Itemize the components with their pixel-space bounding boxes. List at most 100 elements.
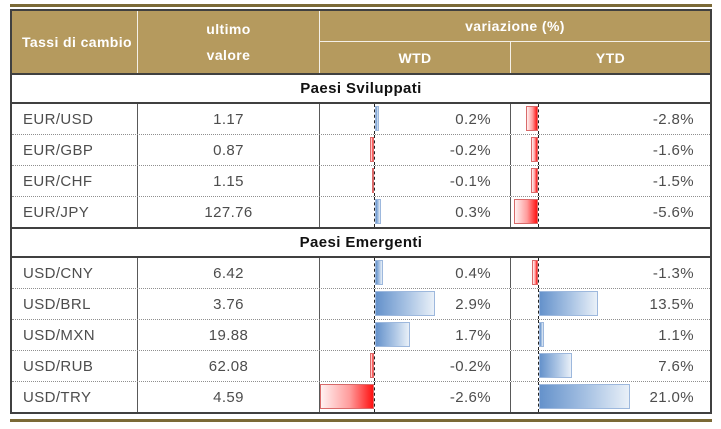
header-cell-variazione-group: variazione (%) WTD YTD	[320, 11, 710, 73]
ytd-percent-label: 13.5%	[649, 295, 694, 313]
wtd-bar-cell: -0.2%	[320, 135, 511, 165]
wtd-percent-label: 0.2%	[455, 110, 491, 128]
ytd-data-bar	[539, 322, 544, 347]
ytd-bar-cell: -1.3%	[511, 258, 710, 288]
wtd-percent-label: -2.6%	[449, 388, 491, 406]
wtd-data-bar	[370, 137, 374, 162]
zero-axis-line	[538, 351, 539, 381]
table-title: Tassi di cambio	[22, 34, 132, 50]
currency-pair-cell: EUR/GBP	[12, 135, 138, 165]
last-value-cell: 3.76	[138, 289, 320, 319]
wtd-percent-label: 2.9%	[455, 295, 491, 313]
ytd-percent-label: 1.1%	[658, 326, 694, 344]
wtd-data-bar	[375, 199, 381, 224]
section-header: Paesi Emergenti	[12, 227, 710, 258]
table-body: Paesi Sviluppati EUR/USD 1.17 0.2% -2.8% EUR/…	[12, 73, 710, 412]
ytd-label: YTD	[595, 49, 626, 66]
last-value-cell: 0.87	[138, 135, 320, 165]
zero-axis-line	[374, 258, 375, 288]
table-row: EUR/CHF 1.15 -0.1% -1.5%	[12, 166, 710, 197]
ytd-percent-label: 7.6%	[658, 357, 694, 375]
wtd-data-bar	[372, 168, 374, 193]
wtd-bar-cell: 1.7%	[320, 320, 511, 350]
section-header: Paesi Sviluppati	[12, 73, 710, 104]
ytd-data-bar	[526, 106, 538, 131]
zero-axis-line	[538, 320, 539, 350]
currency-pair-cell: EUR/USD	[12, 104, 138, 134]
top-gold-stripe	[10, 4, 712, 7]
zero-axis-line	[538, 289, 539, 319]
ytd-bar-cell: 21.0%	[511, 382, 710, 412]
last-value-cell: 6.42	[138, 258, 320, 288]
wtd-label: WTD	[398, 49, 432, 66]
ultimo-label: ultimo	[206, 21, 251, 37]
currency-pair-cell: USD/RUB	[12, 351, 138, 381]
header-cell-ytd: YTD	[511, 42, 710, 73]
header-subrow: WTD YTD	[320, 42, 710, 73]
last-value-cell: 19.88	[138, 320, 320, 350]
header-cell-tassi: Tassi di cambio	[12, 11, 138, 73]
zero-axis-line	[374, 351, 375, 381]
wtd-percent-label: -0.2%	[449, 141, 491, 159]
wtd-data-bar	[375, 260, 383, 285]
currency-pair-cell: EUR/JPY	[12, 197, 138, 227]
zero-axis-line	[374, 166, 375, 196]
currency-pair-cell: USD/BRL	[12, 289, 138, 319]
wtd-bar-cell: -0.2%	[320, 351, 511, 381]
header-cell-wtd: WTD	[320, 42, 511, 73]
ytd-data-bar	[531, 168, 538, 193]
valore-label: valore	[206, 47, 251, 63]
ytd-data-bar	[539, 291, 598, 316]
ytd-bar-cell: 7.6%	[511, 351, 710, 381]
zero-axis-line	[374, 320, 375, 350]
wtd-percent-label: 1.7%	[455, 326, 491, 344]
zero-axis-line	[374, 104, 375, 134]
wtd-bar-cell: 2.9%	[320, 289, 511, 319]
header-cell-variazione: variazione (%)	[320, 11, 710, 42]
wtd-data-bar	[375, 322, 410, 347]
ytd-bar-cell: 1.1%	[511, 320, 710, 350]
wtd-percent-label: -0.1%	[449, 172, 491, 190]
ytd-bar-cell: -2.8%	[511, 104, 710, 134]
zero-axis-line	[374, 289, 375, 319]
wtd-percent-label: -0.2%	[449, 357, 491, 375]
ytd-bar-cell: -1.6%	[511, 135, 710, 165]
table-row: EUR/JPY 127.76 0.3% -5.6%	[12, 197, 710, 227]
currency-pair-cell: USD/CNY	[12, 258, 138, 288]
wtd-bar-cell: 0.3%	[320, 197, 511, 227]
wtd-percent-label: 0.3%	[455, 203, 491, 221]
ytd-data-bar	[539, 353, 572, 378]
wtd-data-bar	[320, 384, 374, 409]
wtd-data-bar	[375, 106, 379, 131]
ytd-bar-cell: 13.5%	[511, 289, 710, 319]
table-row: USD/BRL 3.76 2.9% 13.5%	[12, 289, 710, 320]
last-value-cell: 62.08	[138, 351, 320, 381]
wtd-bar-cell: -2.6%	[320, 382, 511, 412]
wtd-bar-cell: 0.4%	[320, 258, 511, 288]
wtd-bar-cell: -0.1%	[320, 166, 511, 196]
currency-pair-cell: EUR/CHF	[12, 166, 138, 196]
table-row: USD/TRY 4.59 -2.6% 21.0%	[12, 382, 710, 412]
ytd-percent-label: -1.6%	[652, 141, 694, 159]
ytd-percent-label: -1.3%	[652, 264, 694, 282]
zero-axis-line	[374, 135, 375, 165]
table-row: USD/MXN 19.88 1.7% 1.1%	[12, 320, 710, 351]
last-value-cell: 1.15	[138, 166, 320, 196]
last-value-cell: 127.76	[138, 197, 320, 227]
ytd-data-bar	[514, 199, 538, 224]
wtd-bar-cell: 0.2%	[320, 104, 511, 134]
zero-axis-line	[538, 135, 539, 165]
table-row: USD/CNY 6.42 0.4% -1.3%	[12, 258, 710, 289]
wtd-data-bar	[370, 353, 374, 378]
currency-pair-cell: USD/MXN	[12, 320, 138, 350]
wtd-percent-label: 0.4%	[455, 264, 491, 282]
zero-axis-line	[374, 197, 375, 227]
ytd-data-bar	[531, 137, 538, 162]
ytd-percent-label: -2.8%	[652, 110, 694, 128]
table-row: EUR/GBP 0.87 -0.2% -1.6%	[12, 135, 710, 166]
last-value-cell: 4.59	[138, 382, 320, 412]
bottom-gold-stripe	[10, 419, 712, 422]
table-header-row: Tassi di cambio ultimo valore variazione…	[12, 11, 710, 73]
zero-axis-line	[374, 382, 375, 412]
variazione-label: variazione (%)	[465, 18, 565, 34]
